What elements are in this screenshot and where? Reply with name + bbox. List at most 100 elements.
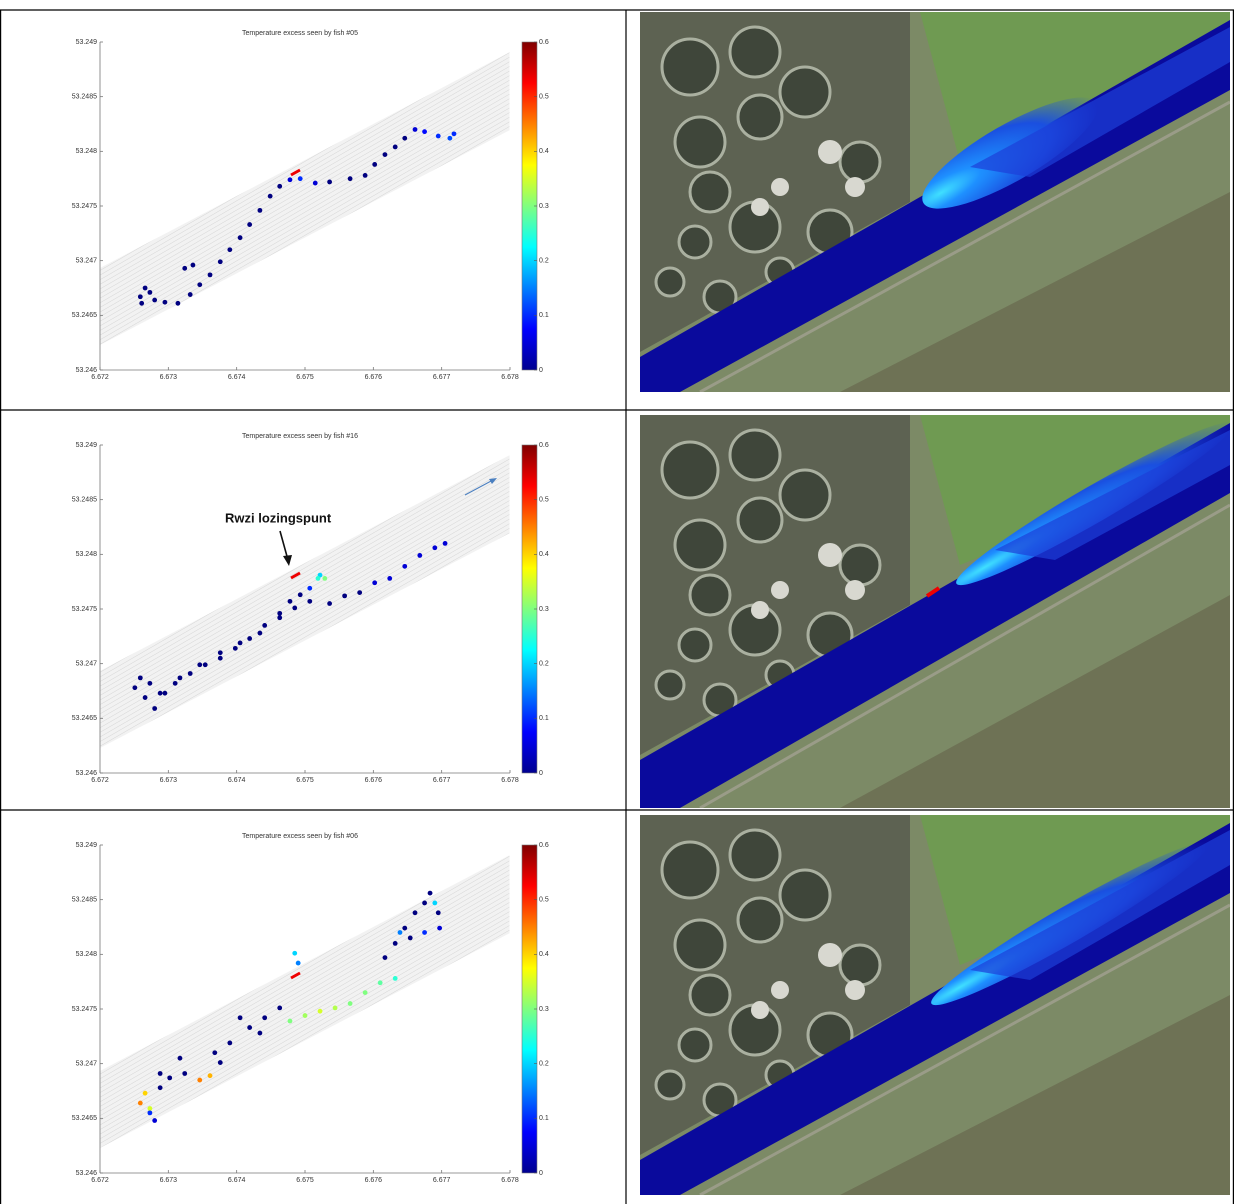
y-tick-label: 53.249 — [76, 39, 98, 46]
fish-position — [422, 930, 427, 935]
fish-position — [435, 133, 441, 139]
fish-position — [175, 300, 181, 306]
fish-position — [152, 1118, 158, 1123]
fish-position — [357, 590, 363, 595]
field-brown — [840, 192, 1230, 392]
tank — [673, 518, 727, 572]
tank — [660, 440, 720, 500]
fish-position — [407, 935, 413, 941]
x-tick-label: 6.678 — [501, 1177, 519, 1184]
tank — [838, 140, 882, 184]
tank — [660, 840, 720, 900]
fish-position — [212, 1050, 218, 1056]
y-tick-label: 53.246 — [76, 770, 98, 777]
x-tick-label: 6.674 — [228, 1177, 246, 1184]
fish-position — [182, 265, 188, 271]
fish-position — [137, 294, 143, 300]
silo — [818, 543, 842, 567]
aerial-content — [640, 815, 1230, 1195]
tank — [654, 1069, 686, 1101]
colorbar-tick-label: 0.4 — [539, 951, 549, 958]
fish-position — [387, 575, 393, 581]
tank — [728, 828, 782, 882]
fish-position — [257, 207, 263, 213]
fish-position — [142, 1090, 148, 1096]
colorbar-tick-label: 0.4 — [539, 148, 549, 155]
tank — [660, 37, 720, 97]
fish-position — [402, 563, 408, 569]
silo — [818, 140, 842, 164]
fish-position — [377, 980, 383, 986]
chart: 53.246 53.2465 53.247 53.2475 53.248 53.2485 5… — [72, 30, 549, 381]
x-tick-label: 6.673 — [160, 777, 178, 784]
fish-position — [237, 640, 243, 646]
x-tick-label: 6.673 — [160, 1177, 178, 1184]
tank — [728, 25, 782, 79]
tank — [673, 115, 727, 169]
chart-title: Temperature excess seen by fish #06 — [242, 833, 358, 840]
aerial-photo — [640, 815, 1230, 1195]
tank — [673, 918, 727, 972]
fish-position — [327, 179, 332, 185]
y-tick-label: 53.2465 — [72, 715, 97, 722]
colorbar-tick-label: 0.5 — [539, 94, 549, 101]
fish-position — [362, 172, 368, 178]
fish-position — [432, 545, 438, 551]
tank — [677, 1027, 713, 1063]
fish-position — [197, 1077, 203, 1083]
y-tick-label: 53.246 — [76, 1170, 98, 1177]
x-tick-label: 6.675 — [296, 374, 314, 381]
fish-position — [257, 630, 263, 636]
x-tick-label: 6.675 — [296, 777, 314, 784]
fish-position — [139, 300, 145, 306]
colorbar-tick-label: 0.6 — [539, 842, 549, 849]
y-tick-label: 53.248 — [76, 148, 98, 155]
x-tick-label: 6.676 — [365, 374, 383, 381]
fish-position — [167, 1075, 173, 1081]
fish-position — [197, 282, 203, 288]
fish-position — [267, 193, 273, 199]
fish-position — [277, 610, 283, 616]
fish-position — [207, 1073, 213, 1079]
chart: 53.246 53.2465 53.247 53.2475 53.248 53.2485 5… — [72, 833, 549, 1184]
field-green — [920, 815, 1230, 965]
fish-position — [232, 645, 238, 651]
fish-position — [162, 299, 168, 305]
fish-position — [172, 680, 178, 686]
fish-position — [137, 675, 143, 681]
fish-position — [147, 680, 153, 686]
fish-position — [157, 690, 163, 696]
plume-far — [970, 830, 1230, 980]
fish-position — [217, 650, 223, 656]
fish-position — [435, 910, 441, 916]
colorbar-tick-label: 0.3 — [539, 1006, 549, 1013]
fish-position — [147, 289, 153, 295]
aerial-content — [640, 12, 1230, 392]
outfall-marker — [290, 168, 301, 177]
y-tick-label: 53.2485 — [72, 497, 97, 504]
fish-position — [217, 259, 223, 265]
x-tick-label: 6.675 — [296, 1177, 314, 1184]
annotation-arrow — [279, 530, 289, 561]
fish-position — [262, 1015, 268, 1021]
tank — [838, 543, 882, 587]
tank — [677, 627, 713, 663]
colorbar-tick-label: 0.4 — [539, 551, 549, 558]
colorbar-tick-label: 0 — [539, 770, 543, 777]
fish-position — [217, 655, 223, 661]
table-frame — [0, 9, 1234, 1204]
y-tick-label: 53.249 — [76, 442, 98, 449]
fish-position — [202, 662, 208, 668]
fish-position — [182, 1071, 188, 1076]
x-tick-label: 6.678 — [501, 374, 519, 381]
colorbar-tick-label: 0.2 — [539, 1061, 549, 1068]
model-domain — [100, 855, 510, 1148]
fish-position — [295, 960, 301, 966]
tank — [736, 896, 784, 944]
fish-position — [137, 1100, 143, 1106]
fish-position — [237, 235, 243, 241]
fish-position — [427, 890, 433, 896]
fish-position — [372, 162, 378, 167]
chart-title: Temperature excess seen by fish #16 — [242, 433, 358, 440]
